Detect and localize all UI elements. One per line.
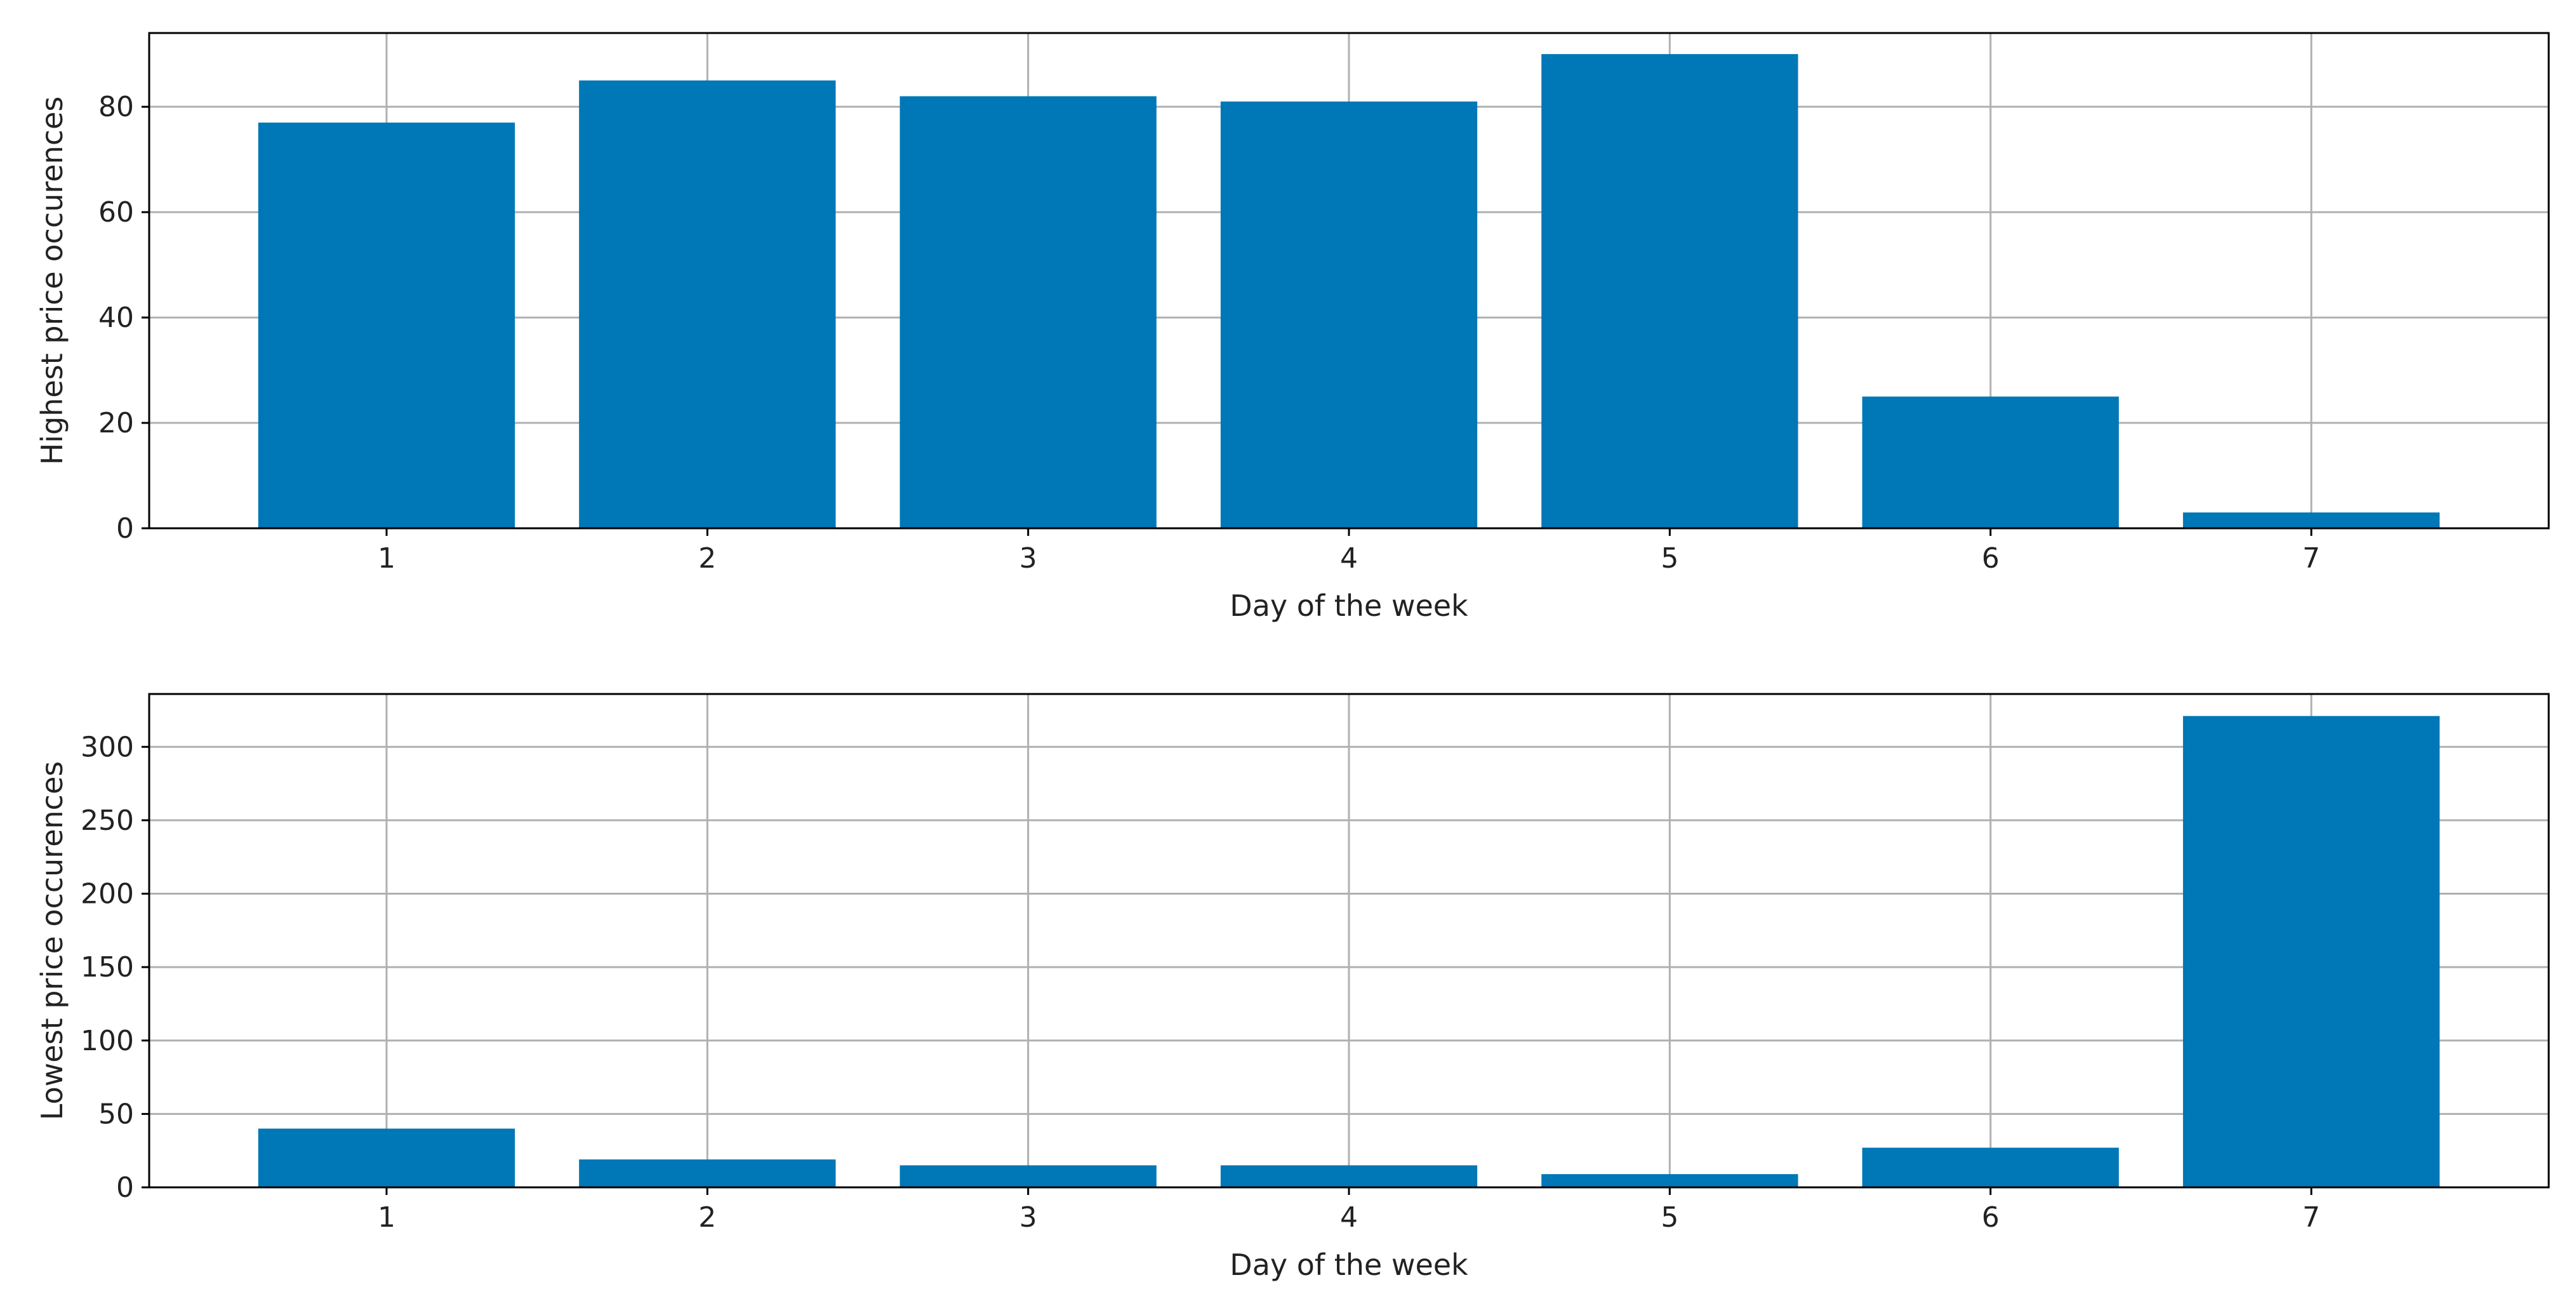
chart-lowest-price: 1 2 3 4 5 6 7 0 50 100 150 200 250 300 Day of the week… xyxy=(35,693,2550,1282)
y-tick-label: 100 xyxy=(81,1025,134,1057)
x-axis-label: Day of the week xyxy=(1230,589,1468,623)
bar-day-6 xyxy=(1862,1147,2119,1187)
x-tick-label: 4 xyxy=(1340,1201,1358,1234)
x-tick-label: 3 xyxy=(1019,542,1037,575)
chart-highest-price: 1 2 3 4 5 6 7 0 20 40 60 80 Day of the week Highest p… xyxy=(35,32,2550,623)
bar-day-2 xyxy=(579,80,836,529)
x-tick-label: 2 xyxy=(698,1201,716,1234)
y-tick-label: 0 xyxy=(116,1171,134,1204)
bar-day-7 xyxy=(2182,716,2440,1187)
x-tick-label: 3 xyxy=(1019,1201,1037,1234)
x-tick-label: 2 xyxy=(698,542,716,575)
x-tick-label: 7 xyxy=(2302,542,2320,575)
y-tick-label: 200 xyxy=(81,878,134,911)
x-tick-label: 1 xyxy=(378,1201,395,1234)
y-tick-label: 40 xyxy=(98,302,134,334)
x-tick-label: 5 xyxy=(1661,542,1678,575)
bar-day-7 xyxy=(2182,512,2440,528)
bar-day-4 xyxy=(1220,101,1478,529)
bar-day-1 xyxy=(258,123,515,528)
y-tick-label: 300 xyxy=(81,731,134,763)
bar-day-5 xyxy=(1541,1174,1798,1187)
y-axis-label: Highest price occurences xyxy=(35,97,69,465)
bar-day-1 xyxy=(258,1128,515,1187)
y-tick-label: 250 xyxy=(81,804,134,837)
x-tick-label: 6 xyxy=(1982,1201,2000,1234)
bar-day-3 xyxy=(900,1165,1157,1187)
y-tick-label: 0 xyxy=(116,512,134,545)
y-tick-label: 50 xyxy=(98,1098,134,1130)
bar-day-5 xyxy=(1541,54,1798,529)
y-tick-label: 60 xyxy=(98,196,134,229)
y-tick-label: 80 xyxy=(98,91,134,123)
x-tick-label: 7 xyxy=(2302,1201,2320,1234)
x-tick-label: 6 xyxy=(1982,542,2000,575)
bar-day-2 xyxy=(579,1159,836,1187)
bar-day-6 xyxy=(1862,396,2119,528)
x-tick-label: 1 xyxy=(378,542,395,575)
x-tick-label: 5 xyxy=(1661,1201,1678,1234)
bar-day-4 xyxy=(1220,1165,1478,1187)
y-axis-label: Lowest price occurences xyxy=(35,761,69,1120)
x-axis-label: Day of the week xyxy=(1230,1248,1468,1282)
y-tick-label: 150 xyxy=(81,951,134,984)
y-tick-label: 20 xyxy=(98,407,134,439)
bar-day-3 xyxy=(900,96,1157,528)
x-tick-label: 4 xyxy=(1340,542,1358,575)
